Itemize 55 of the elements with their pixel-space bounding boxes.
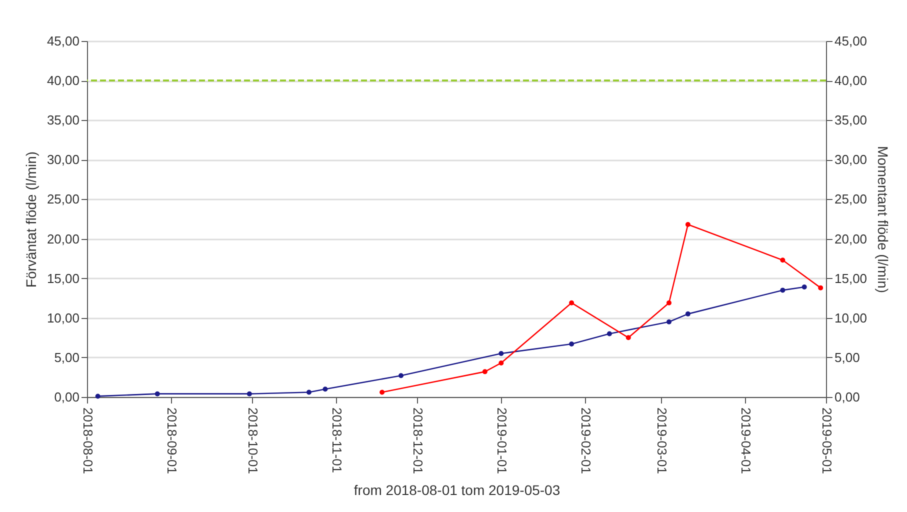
point <box>322 386 328 392</box>
point <box>780 258 786 263</box>
y-tick-label: 45,00 <box>46 34 80 48</box>
x-tick-label: 2019-02-01 <box>578 408 594 474</box>
point <box>398 373 404 378</box>
y-tick-label: 15,00 <box>46 270 80 286</box>
point <box>606 331 612 336</box>
x-tick-label: 2018-12-01 <box>410 408 426 474</box>
y2-tick-label: 25,00 <box>834 192 868 207</box>
y2-tick-label: 5,00 <box>834 350 860 365</box>
x-axis-title: from 2018-08-01 tom 2019-05-03 <box>354 482 560 498</box>
y2-tick-label: 45,00 <box>834 34 868 48</box>
point <box>802 284 807 290</box>
point <box>498 350 504 356</box>
point <box>246 391 252 396</box>
y-tick-label: 20,00 <box>46 231 80 246</box>
y-tick-label: 0,00 <box>54 390 80 404</box>
y2-tick-label: 10,00 <box>834 310 868 326</box>
y-tick-label: 30,00 <box>46 152 80 168</box>
x-tick-label: 2018-10-01 <box>246 408 261 474</box>
y2-tick-label: 0,00 <box>834 390 860 404</box>
y-tick-label: 25,00 <box>46 192 80 207</box>
y2-tick-label: 35,00 <box>834 112 868 128</box>
y-tick-label: 10,00 <box>46 310 80 326</box>
x-tick-label: 2018-09-01 <box>164 408 180 474</box>
point <box>818 285 824 290</box>
x-tick-label: 2019-04-01 <box>738 408 754 474</box>
point <box>380 390 385 395</box>
point <box>154 391 160 396</box>
x-tick-label: 2018-11-01 <box>330 408 345 474</box>
point <box>626 335 631 340</box>
point <box>498 360 504 366</box>
y-tick-label: 35,00 <box>46 112 80 128</box>
y2-tick-label: 15,00 <box>834 270 868 286</box>
point <box>666 300 672 306</box>
y-tick-label: 5,00 <box>54 350 80 365</box>
x-tick-label: 2019-05-01 <box>820 408 834 474</box>
point <box>685 222 690 228</box>
y2-axis-title: Momentant flöde (l/min) <box>875 146 892 294</box>
point <box>306 390 312 395</box>
point <box>666 319 672 324</box>
y2-tick-label: 40,00 <box>834 73 868 88</box>
y2-tick-label: 20,00 <box>834 231 868 246</box>
point <box>95 394 100 399</box>
point <box>780 288 786 293</box>
x-tick-label: 2018-08-01 <box>80 408 96 474</box>
point <box>482 369 488 374</box>
point <box>685 311 690 316</box>
x-tick-label: 2019-03-01 <box>654 408 670 474</box>
y2-tick-label: 30,00 <box>834 152 868 168</box>
y-axis-title: Förväntat flöde (l/min) <box>22 151 39 288</box>
point <box>569 342 574 346</box>
x-tick-label: 2019-01-01 <box>494 408 510 474</box>
point <box>569 300 574 306</box>
y-tick-label: 40,00 <box>46 73 80 88</box>
